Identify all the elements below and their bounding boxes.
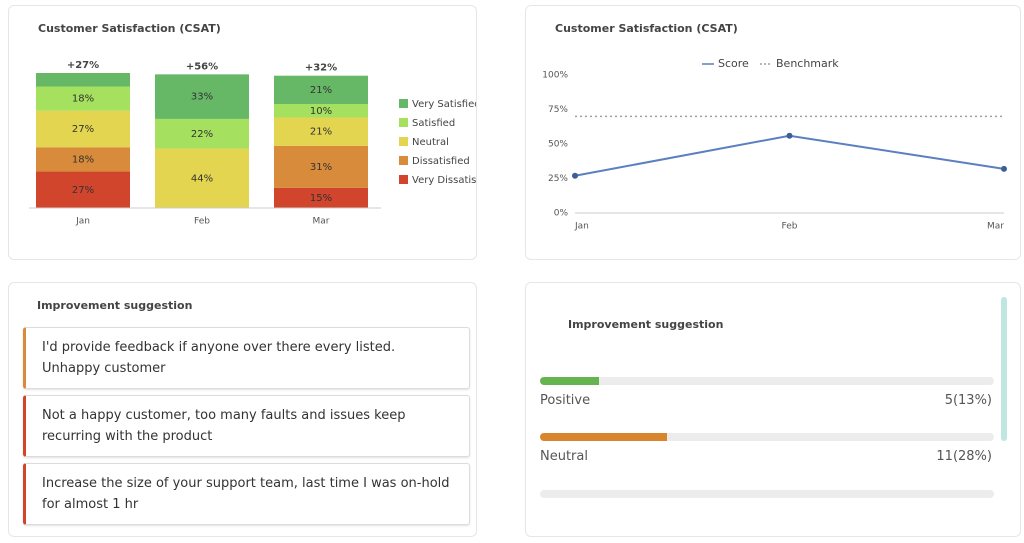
- sentiment-count: 11(28%): [936, 449, 992, 464]
- bar-segment: [274, 187, 368, 208]
- line-card: Customer Satisfaction (CSAT) 0% 25% 50% 75%…: [525, 5, 1021, 260]
- progress-track: [540, 490, 994, 498]
- x-tick-label: Jan: [574, 222, 589, 232]
- progress-bar: [540, 433, 668, 441]
- bar-segment: [155, 118, 249, 149]
- x-tick-label: Feb: [782, 222, 798, 232]
- legend-swatch: [399, 99, 408, 108]
- bar-segment: [36, 171, 130, 208]
- legend-swatch: [399, 137, 408, 146]
- scrollbar[interactable]: [1001, 297, 1007, 441]
- bar-segment: [274, 117, 368, 146]
- progress-track: [540, 433, 994, 441]
- suggestion-item: Increase the size of your support team, …: [23, 463, 470, 525]
- legend-label: Dissatisfied: [412, 156, 470, 167]
- data-label: 18%: [72, 154, 94, 165]
- data-label: 27%: [72, 185, 94, 196]
- bar-segment: [36, 147, 130, 172]
- bar-annotation: +56%: [186, 61, 218, 72]
- bar-segment: [36, 110, 130, 148]
- suggestion-item: I'd provide feedback if anyone over ther…: [23, 327, 470, 389]
- line-chart: Customer Satisfaction (CSAT) 0% 25% 50% 75%…: [542, 22, 1007, 232]
- progress-bar: [540, 377, 600, 385]
- chart-title: Customer Satisfaction (CSAT): [38, 22, 221, 35]
- sentiment-card: Improvement suggestion Positive 5(13%) Neu…: [525, 282, 1021, 537]
- sentiment-name: Neutral: [540, 449, 588, 464]
- legend-swatch: [399, 175, 408, 184]
- bar-annotation: +27%: [67, 60, 99, 71]
- data-label: 21%: [310, 127, 332, 138]
- y-tick-label: 50%: [548, 140, 568, 150]
- chart-title: Customer Satisfaction (CSAT): [555, 22, 738, 35]
- bar-annotation: +32%: [305, 63, 337, 74]
- sentiment-count: 5(13%): [944, 393, 992, 408]
- data-label: 15%: [310, 193, 332, 204]
- bar-segment: [274, 104, 368, 118]
- legend-label: Very Dissatisfied: [412, 175, 477, 186]
- point: [572, 172, 578, 179]
- score-line: [574, 134, 1005, 177]
- card-title: Improvement suggestion: [568, 318, 724, 331]
- point: [1001, 165, 1007, 172]
- data-label: 33%: [191, 92, 213, 103]
- data-label: 22%: [191, 129, 213, 140]
- legend-swatch: [399, 118, 408, 127]
- y-tick-label: 100%: [542, 71, 568, 81]
- data-label: 27%: [72, 124, 94, 135]
- bar-segment: [274, 145, 368, 188]
- point: [786, 132, 793, 139]
- bar-segment: [155, 148, 249, 208]
- legend-label: Benchmark: [776, 57, 839, 70]
- x-tick-label: Mar: [987, 222, 1004, 232]
- progress-track: [540, 377, 994, 385]
- x-tick-label: Feb: [194, 217, 210, 227]
- suggestions-card: Improvement suggestion I'd provide feedb…: [8, 282, 477, 537]
- bar-card: Customer Satisfaction (CSAT) 27% 18% 27% 18…: [8, 5, 477, 260]
- data-label: 31%: [310, 162, 332, 173]
- bar-segment: [36, 73, 130, 87]
- bar-segment: [274, 75, 368, 105]
- x-tick-label: Mar: [313, 217, 330, 227]
- y-tick-label: 75%: [548, 105, 568, 115]
- data-label: 21%: [310, 85, 332, 96]
- legend-label: Satisfied: [412, 118, 455, 129]
- data-label: 10%: [310, 106, 332, 117]
- x-tick-label: Jan: [75, 217, 90, 227]
- legend-label: Score: [718, 57, 749, 70]
- legend-swatch: [399, 156, 408, 165]
- bar-segment: [155, 74, 249, 119]
- data-label: 18%: [72, 94, 94, 105]
- bar-segment: [36, 86, 130, 111]
- bar-chart: Customer Satisfaction (CSAT) 27% 18% 27% 18…: [29, 22, 477, 227]
- legend-label: Very Satisfied: [412, 99, 477, 110]
- legend-label: Neutral: [412, 137, 449, 148]
- suggestion-item: Not a happy customer, too many faults an…: [23, 395, 470, 457]
- card-title: Improvement suggestion: [37, 299, 193, 312]
- y-tick-label: 25%: [548, 174, 568, 184]
- data-label: 44%: [191, 173, 213, 184]
- sentiment-name: Positive: [540, 393, 591, 408]
- y-tick-label: 0%: [554, 209, 569, 219]
